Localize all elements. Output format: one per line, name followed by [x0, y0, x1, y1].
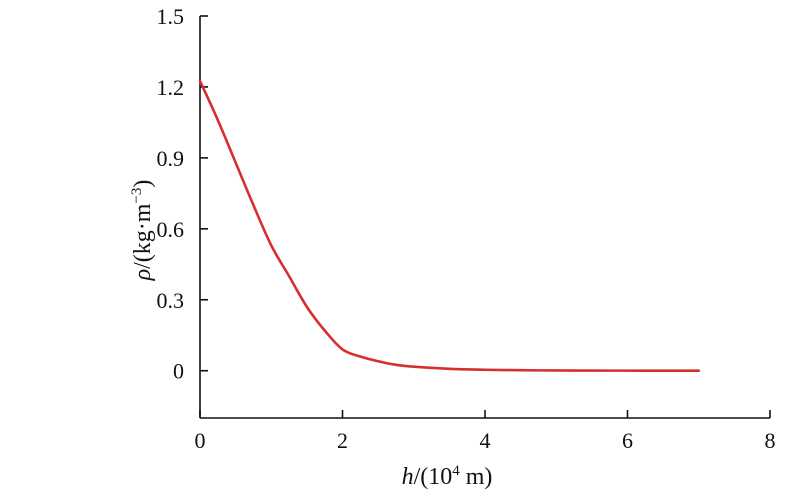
y-tick-label: 1.2	[157, 75, 185, 100]
y-tick-label: 0.9	[157, 146, 185, 171]
y-tick-label: 0	[173, 359, 184, 384]
y-axis-label-var: ρ	[130, 269, 156, 282]
x-tick-label: 8	[765, 428, 776, 453]
x-tick-label: 2	[337, 428, 348, 453]
y-tick-label: 1.5	[157, 4, 185, 29]
density-curve-series-0	[198, 79, 701, 372]
y-tick-label: 0.3	[157, 288, 185, 313]
y-axis-label-pre: /(kg·m	[130, 203, 156, 269]
x-axis-label: h/(104 m)	[402, 463, 493, 490]
series-layer	[198, 79, 701, 372]
x-axis-label-pre: /(10	[414, 464, 453, 490]
y-axis-label-sup: −3	[129, 188, 145, 204]
axes	[199, 16, 770, 419]
y-axis-label-post: )	[130, 180, 156, 188]
x-axis-label-post: m)	[460, 464, 493, 490]
x-tick-label: 6	[622, 428, 633, 453]
y-axis-label: ρ/(kg·m−3)	[129, 180, 156, 282]
y-tick-label: 0.6	[157, 217, 185, 242]
x-tick-label: 4	[480, 428, 491, 453]
x-tick-label: 0	[195, 428, 206, 453]
x-axis-label-sup: 4	[452, 463, 460, 479]
x-axis-label-var: h	[402, 464, 414, 490]
ticks: 0 2 4 6 8 0 0.3 0.6 0.9 1.2 1.5	[157, 4, 776, 453]
